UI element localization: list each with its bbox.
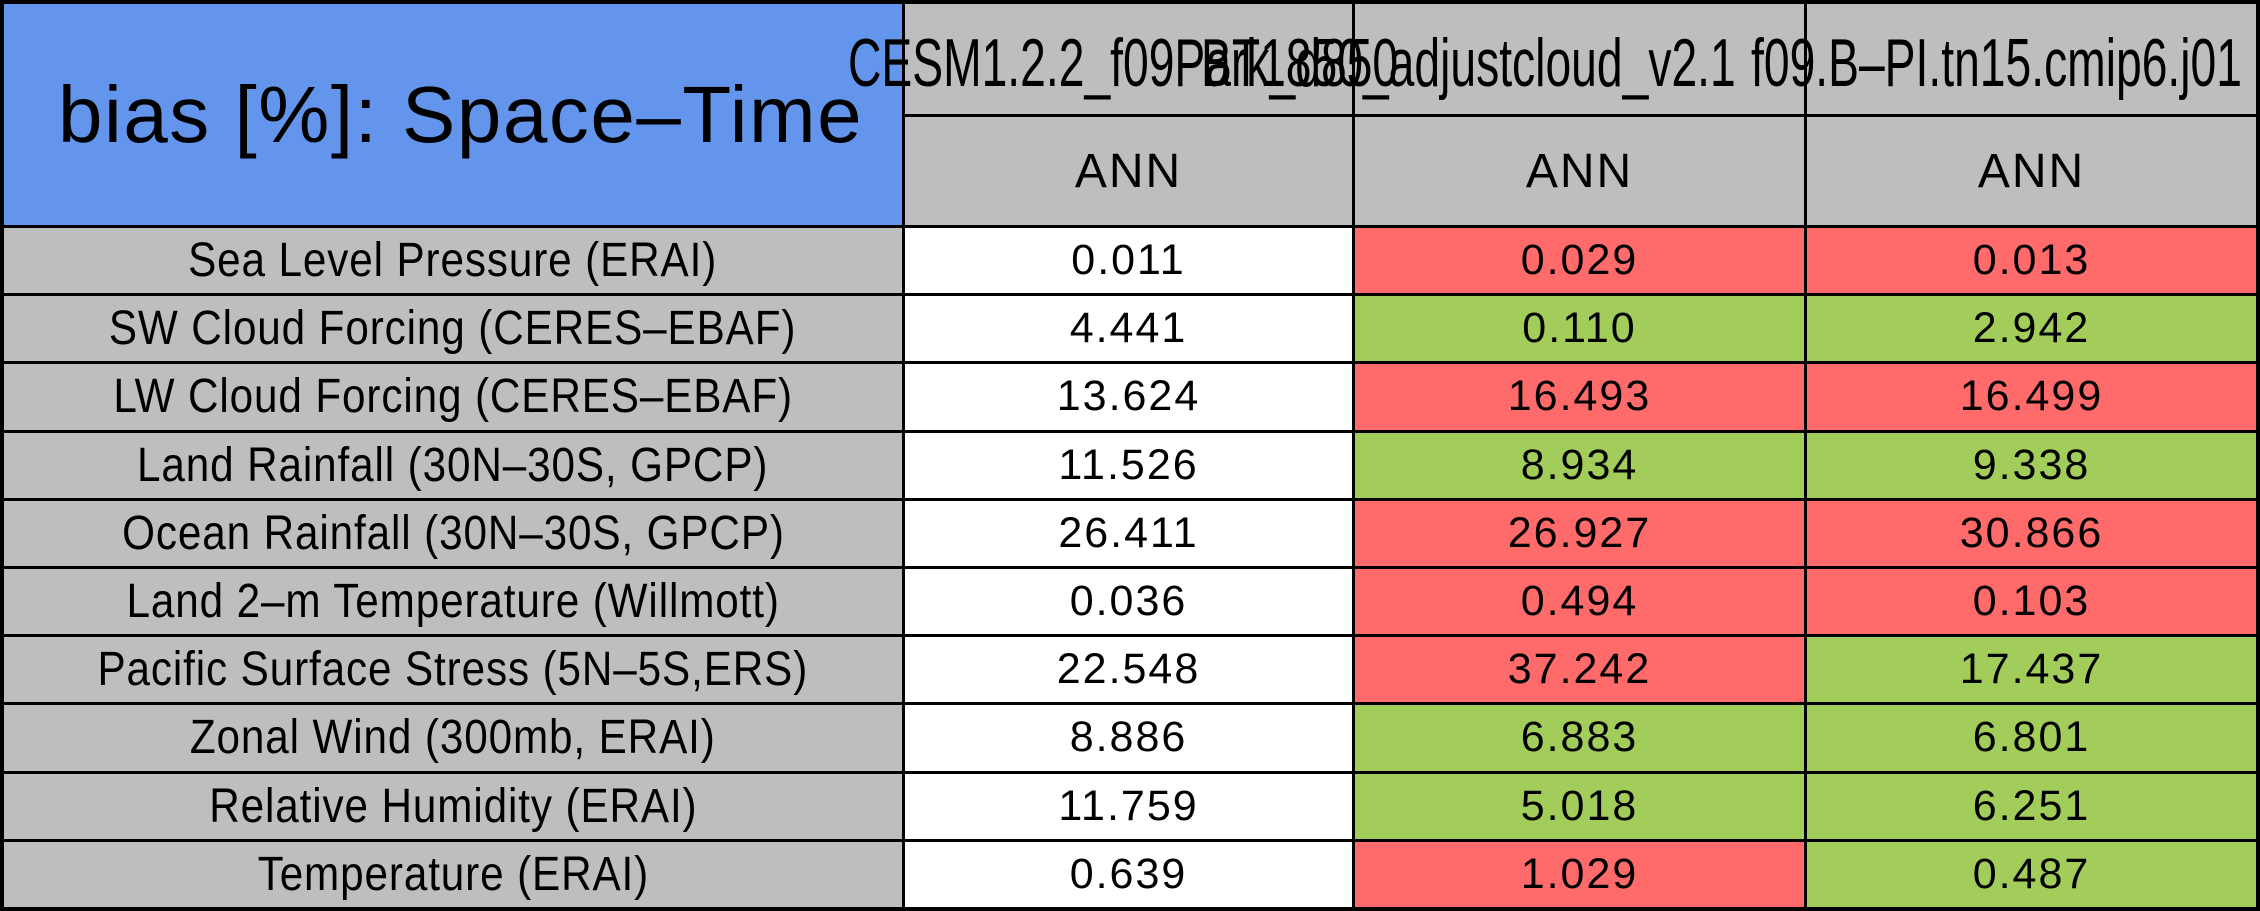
value-cell: 13.624	[905, 364, 1352, 430]
value-cell: 37.242	[1355, 637, 1804, 703]
value-cell: 6.251	[1807, 773, 2256, 839]
model-header-cell-2	[1355, 4, 1804, 114]
value-cell: 16.499	[1807, 364, 2256, 430]
row-label: Pacific Surface Stress (5N–5S,ERS)	[4, 637, 902, 703]
value-cell: 8.934	[1355, 432, 1804, 498]
value-cell: 2.942	[1807, 296, 2256, 362]
row-label-text: SW Cloud Forcing (CERES–EBAF)	[109, 302, 797, 356]
value-cell: 8.886	[905, 705, 1352, 771]
model-header-cell-1	[905, 4, 1352, 114]
row-label-text: Ocean Rainfall (30N–30S, GPCP)	[121, 506, 785, 560]
row-label-text: Land 2–m Temperature (Willmott)	[126, 575, 780, 629]
row-label: Sea Level Pressure (ERAI)	[4, 228, 902, 294]
row-label-text: Temperature (ERAI)	[257, 847, 649, 901]
row-label: SW Cloud Forcing (CERES–EBAF)	[4, 296, 902, 362]
value-cell: 6.801	[1807, 705, 2256, 771]
row-label: Land 2–m Temperature (Willmott)	[4, 568, 902, 635]
value-cell: 26.411	[905, 500, 1352, 566]
value-cell: 0.103	[1807, 568, 2256, 635]
table-title: bias [%]: Space–Time	[58, 69, 864, 159]
value-cell: 0.487	[1807, 841, 2256, 907]
row-label: Zonal Wind (300mb, ERAI)	[4, 705, 902, 771]
row-label-text: Pacific Surface Stress (5N–5S,ERS)	[97, 643, 809, 697]
value-cell: 0.110	[1355, 296, 1804, 362]
value-cell: 0.639	[905, 841, 1352, 907]
row-label: Land Rainfall (30N–30S, GPCP)	[4, 432, 902, 498]
value-cell: 22.548	[905, 637, 1352, 703]
value-cell: 11.526	[905, 432, 1352, 498]
value-cell: 26.927	[1355, 500, 1804, 566]
value-cell: 30.866	[1807, 500, 2256, 566]
value-cell: 0.013	[1807, 228, 2256, 294]
row-label-text: Land Rainfall (30N–30S, GPCP)	[137, 438, 769, 492]
row-label: Relative Humidity (ERAI)	[4, 773, 902, 839]
value-cell: 17.437	[1807, 637, 2256, 703]
model-header-cell-3	[1807, 4, 2256, 114]
row-label-text: Zonal Wind (300mb, ERAI)	[190, 711, 716, 765]
value-cell: 11.759	[905, 773, 1352, 839]
value-cell: 16.493	[1355, 364, 1804, 430]
row-label: LW Cloud Forcing (CERES–EBAF)	[4, 364, 902, 430]
table-title-cell: bias [%]: Space–Time	[4, 4, 902, 225]
value-cell: 0.036	[905, 568, 1352, 635]
season-header-3: ANN	[1807, 117, 2256, 225]
value-cell: 6.883	[1355, 705, 1804, 771]
row-label-text: Relative Humidity (ERAI)	[208, 779, 698, 833]
value-cell: 4.441	[905, 296, 1352, 362]
season-header-1: ANN	[905, 117, 1352, 225]
season-header-2: ANN	[1355, 117, 1804, 225]
value-cell: 0.494	[1355, 568, 1804, 635]
value-cell: 0.011	[905, 228, 1352, 294]
value-cell: 0.029	[1355, 228, 1804, 294]
row-label: Ocean Rainfall (30N–30S, GPCP)	[4, 500, 902, 566]
row-label: Temperature (ERAI)	[4, 841, 902, 907]
row-label-text: Sea Level Pressure (ERAI)	[188, 234, 718, 288]
value-cell: 9.338	[1807, 432, 2256, 498]
value-cell: 1.029	[1355, 841, 1804, 907]
row-label-text: LW Cloud Forcing (CERES–EBAF)	[113, 370, 793, 424]
value-cell: 5.018	[1355, 773, 1804, 839]
